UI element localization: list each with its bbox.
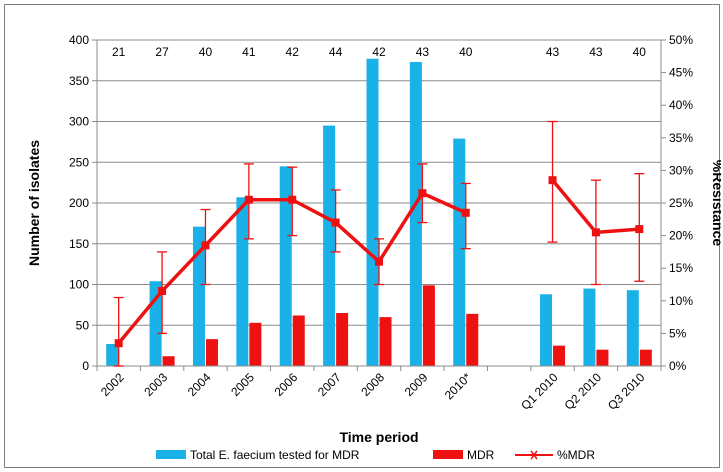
legend-swatch-mdr bbox=[433, 450, 463, 459]
legend-swatch-total bbox=[156, 450, 186, 459]
isolate-count-label: 21 bbox=[112, 45, 126, 59]
bar-mdr bbox=[466, 313, 479, 366]
x-tick-label: 2004 bbox=[185, 370, 214, 399]
isolate-count-label: 40 bbox=[459, 45, 473, 59]
y2-tick-label: 50% bbox=[669, 33, 693, 47]
x-axis-title: Time period bbox=[339, 429, 418, 445]
y-tick-label: 50 bbox=[76, 318, 90, 332]
mdr-percent-point bbox=[375, 257, 383, 266]
isolate-count-label: 40 bbox=[633, 45, 647, 59]
y-tick-label: 300 bbox=[69, 115, 89, 129]
isolate-count-label: 40 bbox=[199, 45, 213, 59]
y2-tick-label: 10% bbox=[669, 294, 693, 308]
isolate-count-label: 43 bbox=[546, 45, 560, 59]
isolate-count-label: 27 bbox=[155, 45, 169, 59]
bar-mdr bbox=[205, 339, 218, 366]
x-tick-label: 2008 bbox=[358, 370, 387, 399]
y-axis-title: Number of isolates bbox=[26, 140, 42, 266]
bar-total-isolates bbox=[409, 62, 422, 366]
x-tick-label: Q3 2010 bbox=[605, 370, 648, 413]
isolate-count-label: 42 bbox=[372, 45, 386, 59]
bars bbox=[106, 58, 652, 367]
y2-tick-label: 20% bbox=[669, 229, 693, 243]
legend-label-total: Total E. faecium tested for MDR bbox=[190, 448, 360, 462]
mdr-percent-point bbox=[591, 228, 600, 237]
bar-mdr bbox=[422, 285, 435, 366]
bar-mdr bbox=[162, 356, 175, 366]
bar-mdr bbox=[553, 345, 566, 366]
legend-label-mdr: MDR bbox=[467, 448, 495, 462]
mdr-percent-point bbox=[331, 218, 340, 227]
bar-mdr bbox=[639, 349, 652, 366]
isolate-count-label: 43 bbox=[589, 45, 603, 59]
y2-axis-title: %Resistance bbox=[710, 160, 721, 247]
bar-mdr bbox=[596, 349, 609, 366]
y-tick-label: 350 bbox=[69, 74, 89, 88]
legend-label-pct: %MDR bbox=[557, 448, 595, 462]
y-tick-label: 400 bbox=[69, 33, 89, 47]
x-tick-label: 2005 bbox=[228, 370, 257, 399]
y-tick-label: 200 bbox=[69, 196, 89, 210]
mdr-percent-point bbox=[418, 189, 427, 198]
mdr-percent-point bbox=[244, 195, 253, 204]
x-tick-label: 2010* bbox=[442, 370, 474, 402]
mdr-percent-point bbox=[548, 176, 557, 185]
chart-canvas: 0 50 100 150 200 250 300 350 400 0% 5% 10% 15% 20% 25%… bbox=[26, 33, 721, 462]
bar-mdr bbox=[379, 317, 392, 366]
bar-total-isolates bbox=[366, 58, 379, 367]
bar-total-isolates bbox=[540, 294, 553, 366]
x-tick-label: 2009 bbox=[402, 370, 431, 399]
isolate-count-label: 43 bbox=[416, 45, 430, 59]
labels: 21 27 40 41 42 44 42 43 40 43 43 40 bbox=[112, 45, 646, 59]
gridlines bbox=[97, 39, 661, 367]
bar-total-isolates bbox=[323, 125, 336, 366]
y-tick-label: 150 bbox=[69, 237, 89, 251]
mdr-percent-point bbox=[635, 225, 644, 234]
mdr-percent-point bbox=[461, 208, 470, 217]
bar-total-isolates bbox=[106, 343, 119, 366]
legend: Total E. faecium tested for MDR MDR %MDR bbox=[156, 448, 595, 462]
bar-total-isolates bbox=[626, 290, 639, 366]
y2-tick-label: 5% bbox=[669, 326, 687, 340]
isolate-count-label: 41 bbox=[242, 45, 256, 59]
y-tick-label: 100 bbox=[69, 278, 89, 292]
y2-tick-label: 35% bbox=[669, 131, 693, 145]
bar-total-isolates bbox=[279, 166, 292, 366]
chart-frame: 0 50 100 150 200 250 300 350 400 0% 5% 10% 15% 20% 25%… bbox=[4, 4, 721, 468]
bar-total-isolates bbox=[583, 288, 596, 366]
y2-tick-label: 25% bbox=[669, 196, 693, 210]
mdr-percent-point bbox=[288, 195, 297, 204]
y2-tick-label: 40% bbox=[669, 98, 693, 112]
mdr-percent-point bbox=[114, 339, 123, 348]
bar-mdr bbox=[249, 322, 262, 366]
bar-total-isolates bbox=[236, 197, 249, 366]
y2-tick-label: 0% bbox=[669, 359, 687, 373]
bar-total-isolates bbox=[453, 138, 466, 366]
y-tick-label: 250 bbox=[69, 155, 89, 169]
bar-mdr bbox=[292, 315, 305, 366]
x-tick-label: Q2 2010 bbox=[562, 370, 605, 413]
y-tick-label: 0 bbox=[82, 359, 89, 373]
mdr-percent-point bbox=[201, 241, 210, 250]
bar-total-isolates bbox=[192, 226, 205, 366]
isolate-count-label: 44 bbox=[329, 45, 343, 59]
x-tick-label: 2003 bbox=[141, 370, 170, 399]
x-tick-label: 2006 bbox=[272, 370, 301, 399]
x-tick-label: Q1 2010 bbox=[518, 370, 561, 413]
bar-mdr bbox=[336, 313, 349, 366]
legend-marker-pct-b bbox=[530, 450, 538, 460]
mdr-percent-line bbox=[113, 120, 645, 367]
y2-tick-label: 30% bbox=[669, 163, 693, 177]
y2-tick-label: 45% bbox=[669, 66, 693, 80]
x-tick-label: 2007 bbox=[315, 370, 344, 399]
x-tick-label: 2002 bbox=[98, 370, 127, 399]
isolate-count-label: 42 bbox=[286, 45, 300, 59]
y2-tick-label: 15% bbox=[669, 261, 693, 275]
mdr-percent-point bbox=[158, 287, 167, 296]
